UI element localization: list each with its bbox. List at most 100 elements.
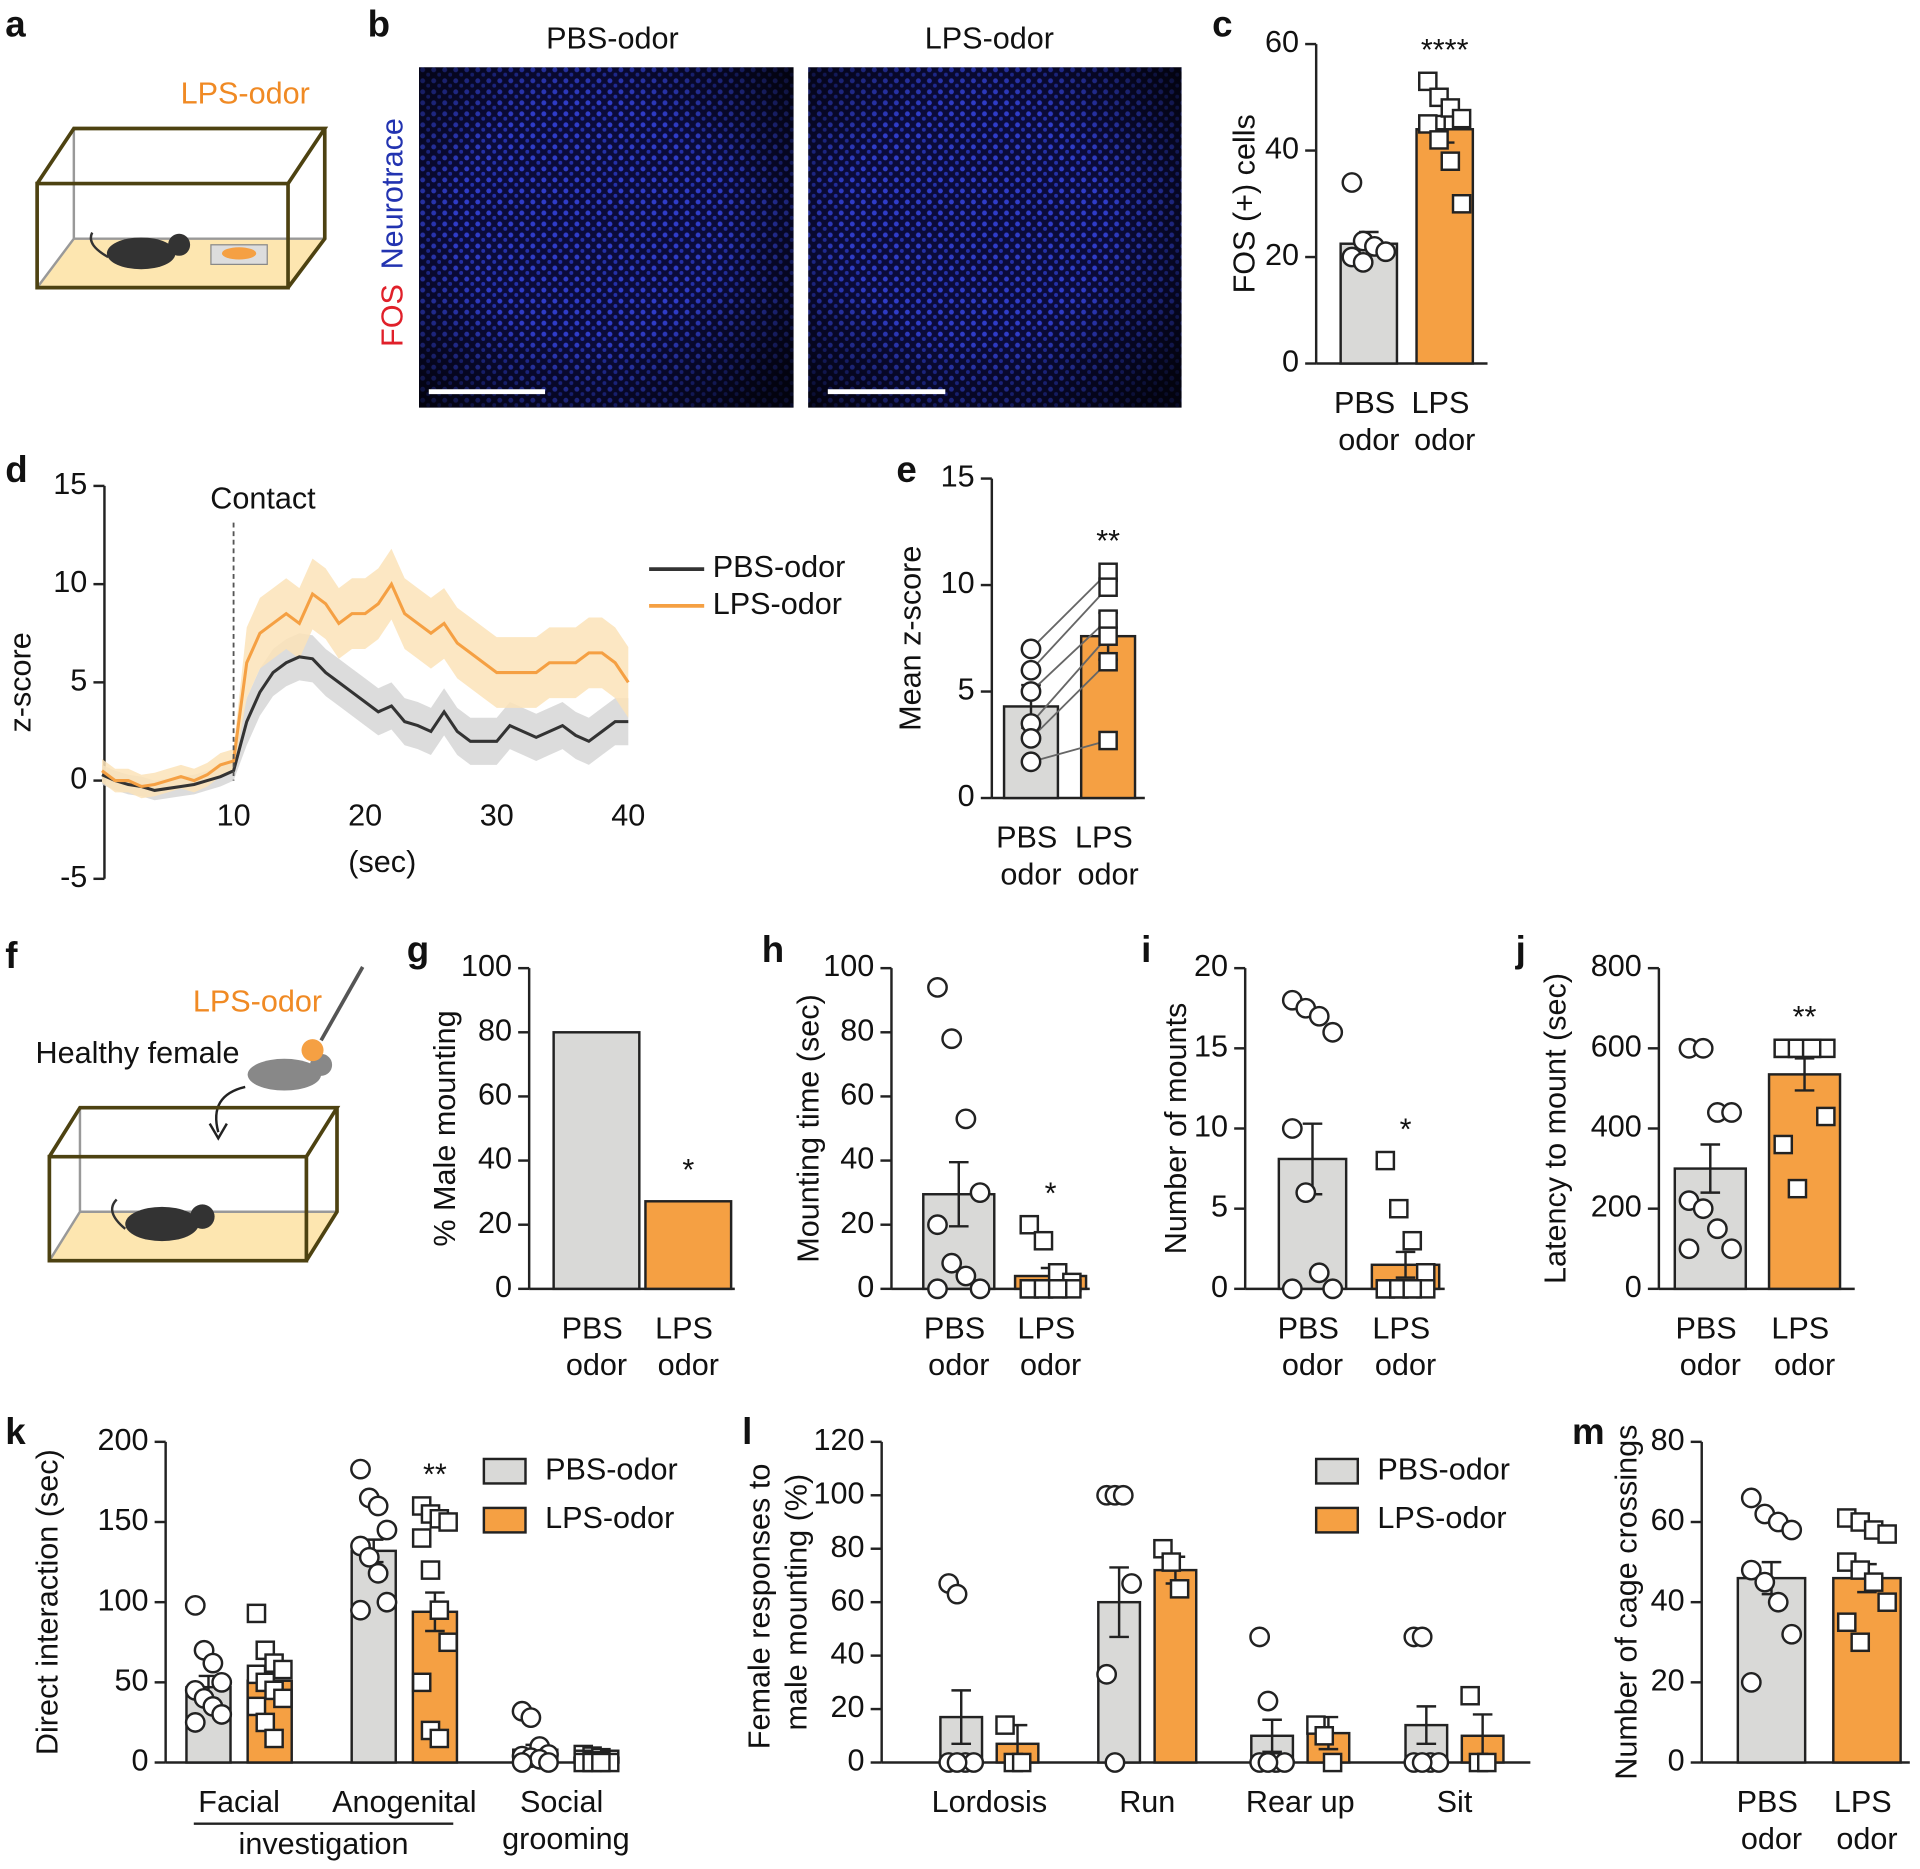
data-point xyxy=(411,1672,432,1693)
stain-label: FOS Neurotrace xyxy=(376,118,410,347)
text-line: Anogenital xyxy=(332,1785,477,1819)
data-point xyxy=(1692,1037,1714,1059)
data-point xyxy=(438,1632,458,1653)
cage-back xyxy=(36,128,325,289)
data-point xyxy=(1418,71,1438,92)
data-point xyxy=(1836,1612,1857,1633)
data-point xyxy=(969,1278,991,1300)
pair-line xyxy=(1030,618,1109,693)
y-tick-label: 15 xyxy=(1194,1029,1228,1063)
x-tick-label: LPS odor xyxy=(1017,1312,1083,1383)
data-point xyxy=(1020,681,1042,702)
legend-label: LPS-odor xyxy=(1377,1501,1506,1535)
data-point xyxy=(1678,1238,1700,1260)
panel-letter: k xyxy=(5,1411,26,1452)
x-tick-label: PBS odor xyxy=(924,1312,994,1383)
data-point xyxy=(376,1591,398,1613)
significance: ** xyxy=(1096,524,1120,558)
legend-label: PBS-odor xyxy=(713,550,846,584)
y-axis-label: FOS (+) cells xyxy=(1227,114,1261,293)
y-axis-label: Mean z-score xyxy=(893,546,927,731)
x-tick-label: LPS odor xyxy=(1771,1312,1837,1383)
data-point xyxy=(955,1108,977,1130)
data-point xyxy=(429,1728,450,1749)
series-line xyxy=(101,580,630,789)
y-tick-label: 0 xyxy=(1668,1744,1685,1778)
text-line: PBS xyxy=(1675,1312,1745,1346)
data-point xyxy=(1721,1238,1742,1260)
y-tick-label: 10 xyxy=(941,566,975,600)
data-point xyxy=(1402,1279,1423,1299)
stain-neurotrace: Neurotrace xyxy=(376,118,410,269)
y-tick-label: 20 xyxy=(1651,1663,1685,1697)
panel-letter: j xyxy=(1515,929,1526,970)
data-point xyxy=(1773,1134,1794,1155)
text-line: PBS xyxy=(924,1312,994,1346)
data-point xyxy=(246,1696,267,1717)
text-line: Facial xyxy=(198,1785,280,1819)
text-line: PBS xyxy=(1334,386,1404,420)
panel-letter: g xyxy=(407,929,429,970)
odor-label: LPS-odor xyxy=(193,985,322,1019)
data-point xyxy=(1249,1626,1271,1648)
x-axis-label: (sec) xyxy=(348,845,416,879)
panel-a: a LPS-odor xyxy=(5,4,329,290)
cage-frame xyxy=(47,1105,341,1263)
panel-letter: l xyxy=(742,1411,752,1452)
panel-letter: d xyxy=(5,449,27,490)
text-line: FOS (+) cells xyxy=(1227,114,1261,293)
bar xyxy=(644,1200,733,1291)
data-point xyxy=(1816,1106,1836,1127)
data-point xyxy=(511,1752,533,1773)
data-point xyxy=(946,1583,968,1605)
text-line: Social xyxy=(520,1785,612,1819)
data-point xyxy=(1257,1690,1279,1712)
data-point xyxy=(1019,1214,1040,1235)
text-line: odor xyxy=(1836,1822,1897,1856)
data-point xyxy=(202,1652,224,1674)
y-tick-label: 60 xyxy=(1265,25,1299,59)
bar xyxy=(552,1031,641,1291)
data-point xyxy=(1411,1626,1433,1648)
y-tick-label: 80 xyxy=(840,1013,874,1047)
legend-label: PBS-odor xyxy=(545,1452,678,1486)
x-tick-label: LPS odor xyxy=(1075,821,1141,892)
x-tick-label: LPS odor xyxy=(1412,386,1478,457)
data-point xyxy=(969,1182,991,1204)
data-point xyxy=(1721,1102,1742,1123)
data-point xyxy=(1375,241,1397,263)
text-line: PBS xyxy=(996,821,1066,855)
text-line: z-score xyxy=(4,632,38,732)
error-band xyxy=(101,633,629,801)
data-point xyxy=(955,1265,977,1287)
data-point xyxy=(1767,1591,1789,1613)
y-tick-label: 0 xyxy=(70,762,87,796)
y-tick-label: 0 xyxy=(495,1270,512,1304)
data-point xyxy=(1451,193,1472,214)
data-point xyxy=(438,1512,458,1532)
legend-swatch xyxy=(482,1457,527,1485)
data-point xyxy=(1314,1725,1335,1746)
data-point xyxy=(1104,1752,1126,1773)
data-point xyxy=(1352,251,1374,273)
data-point xyxy=(1257,1752,1279,1773)
data-point xyxy=(927,1214,948,1236)
data-point xyxy=(1451,108,1472,129)
micrograph-shade xyxy=(808,67,1182,408)
text-line: male mounting (%) xyxy=(780,1474,814,1731)
mouse-head xyxy=(190,1204,215,1229)
data-point xyxy=(420,1560,441,1580)
y-tick-label: 80 xyxy=(1651,1423,1685,1457)
text-line: LPS xyxy=(1771,1312,1837,1346)
data-point xyxy=(184,1712,206,1733)
data-point xyxy=(1281,1118,1303,1139)
panel-letter: a xyxy=(5,4,26,45)
y-tick-label: 800 xyxy=(1591,949,1642,983)
y-tick-label: 60 xyxy=(1651,1503,1685,1537)
y-axis-label: Direct interaction (sec) xyxy=(30,1449,64,1755)
data-point xyxy=(1169,1579,1190,1599)
y-tick-label: 120 xyxy=(813,1423,864,1457)
y-tick-label: 0 xyxy=(131,1744,148,1778)
mouse-tail xyxy=(89,232,109,259)
